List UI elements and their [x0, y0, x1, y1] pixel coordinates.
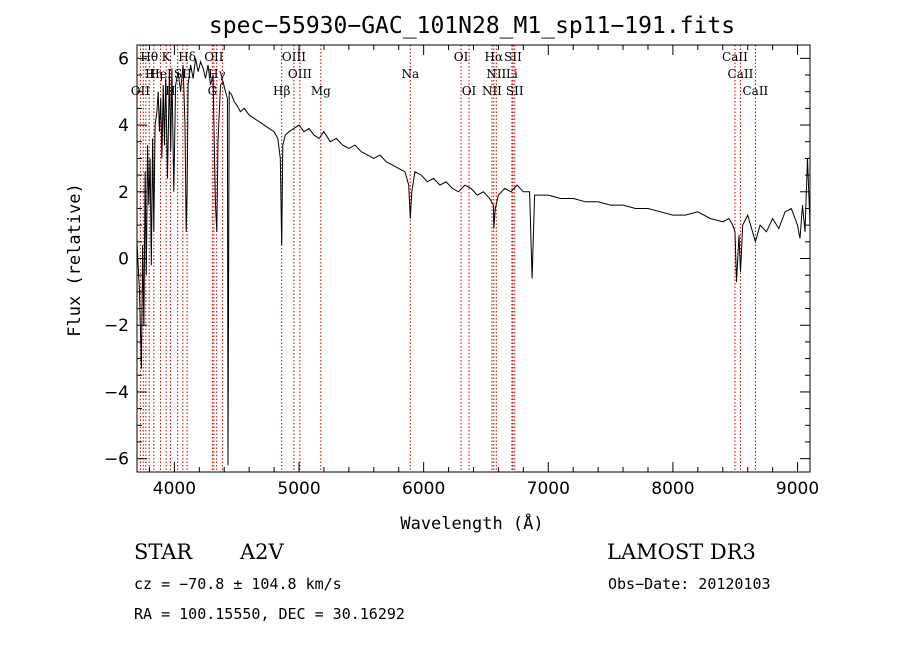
line-label: SII — [504, 50, 522, 64]
y-axis-label: Flux (relative) — [65, 183, 85, 337]
plot-frame — [136, 44, 811, 473]
line-label: OII — [204, 50, 224, 64]
line-label: OI — [454, 50, 469, 64]
plot-area — [136, 58, 811, 466]
spectrum-line — [136, 58, 811, 466]
line-label: CaII — [742, 84, 768, 98]
line-label: NII — [482, 84, 502, 98]
x-tick-label: 8000 — [651, 479, 694, 499]
line-label: CaII — [728, 67, 754, 81]
y-tick-label: −2 — [104, 316, 129, 336]
coordinates: RA = 100.15550, DEC = 30.16292 — [134, 605, 405, 623]
line-label: CaII — [722, 50, 748, 64]
observation-date: Obs−Date: 20120103 — [608, 575, 771, 593]
x-axis-ticks: 4000 5000 6000 7000 8000 9000 — [148, 45, 819, 499]
object-subclass: A2V — [239, 540, 285, 564]
line-label: Hβ — [273, 84, 290, 98]
y-tick-label: 0 — [118, 250, 129, 270]
object-class: STAR — [134, 540, 193, 564]
y-tick-label: −4 — [104, 383, 129, 403]
y-tick-label: 2 — [118, 183, 129, 203]
y-tick-label: 6 — [118, 49, 129, 69]
x-tick-label: 6000 — [402, 479, 445, 499]
axes — [136, 44, 811, 473]
x-axis-label: Wavelength (Å) — [400, 512, 543, 534]
line-label: HeI — [149, 67, 172, 81]
x-tick-label: 5000 — [277, 479, 320, 499]
survey-name: LAMOST DR3 — [607, 540, 756, 564]
y-tick-label: −6 — [104, 450, 129, 470]
line-label: Li — [506, 67, 518, 81]
x-tick-label: 9000 — [776, 479, 819, 499]
line-label: OII — [131, 84, 151, 98]
line-label: NII — [486, 67, 506, 81]
line-label: OIII — [282, 50, 306, 64]
line-label: OI — [462, 84, 477, 98]
line-label: H — [165, 84, 175, 98]
line-label: Na — [401, 67, 419, 81]
redshift-velocity: cz = −70.8 ± 104.8 km/s — [134, 575, 342, 593]
line-marker-group — [139, 45, 756, 472]
chart-title: spec−55930−GAC_101N28_M1_sp11−191.fits — [209, 13, 735, 39]
line-label: G — [208, 84, 218, 98]
x-tick-label: 7000 — [527, 479, 570, 499]
line-label: SII — [506, 84, 524, 98]
line-label: K — [162, 50, 172, 64]
y-axis-ticks: −6 −4 −2 0 2 4 6 — [104, 49, 810, 470]
line-label: Hα — [485, 50, 504, 64]
line-label: Hθ — [140, 50, 158, 64]
y-tick-label: 4 — [118, 116, 129, 136]
line-label: Hγ — [208, 67, 226, 81]
line-label: Hη — [145, 67, 163, 81]
line-label: Mg — [311, 84, 331, 98]
x-tick-label: 4000 — [153, 479, 196, 499]
line-label: OIII — [288, 67, 312, 81]
line-label: Hδ — [178, 50, 196, 64]
